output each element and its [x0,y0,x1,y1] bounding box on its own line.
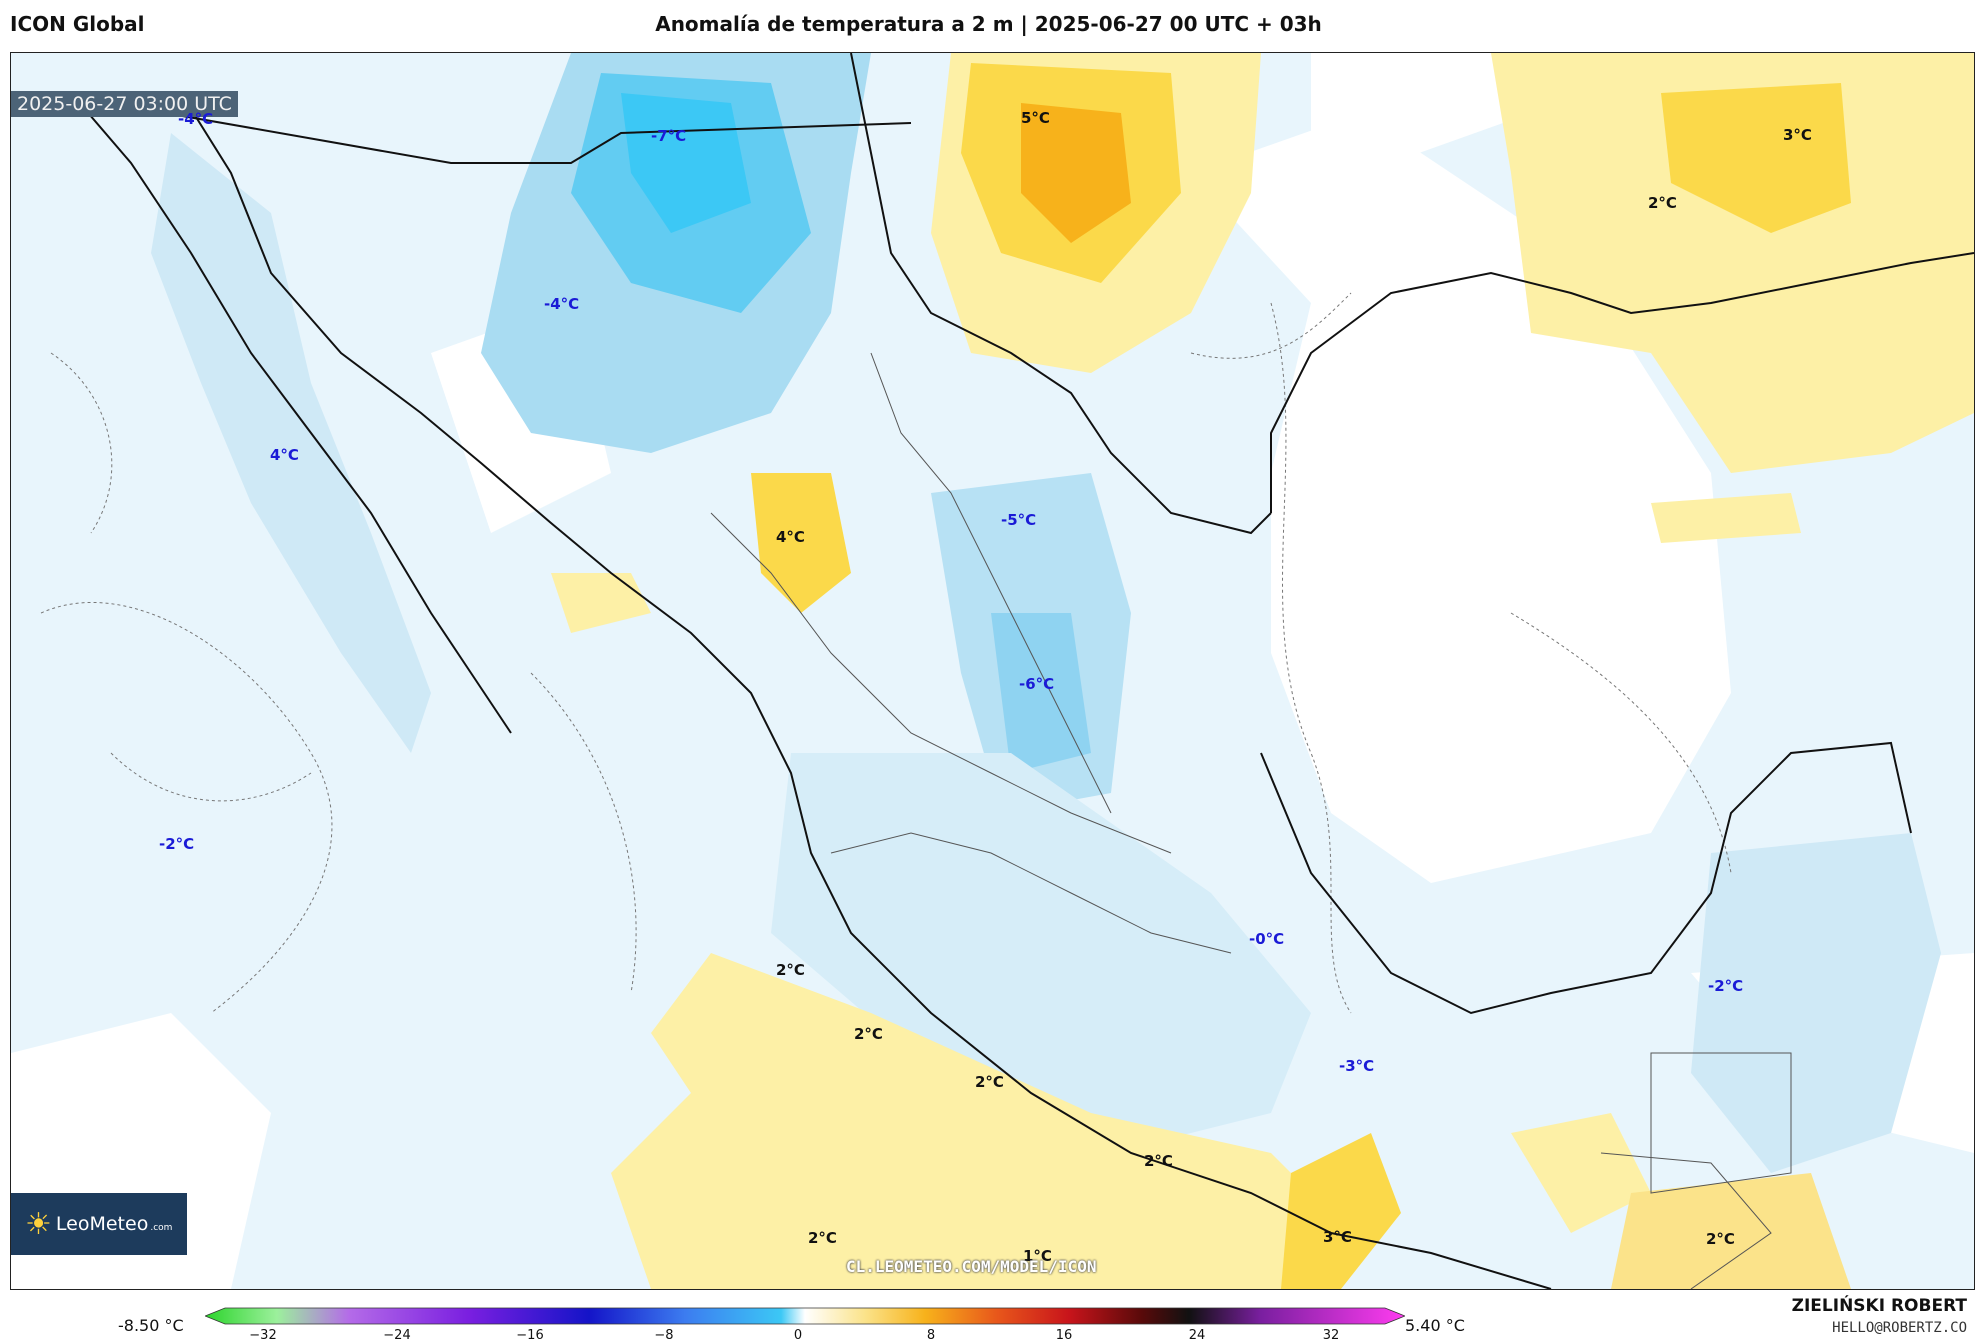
colorbar-max-label: 5.40 °C [1405,1316,1465,1335]
temp-label: -4°C [178,110,214,128]
colorbar-min-label: -8.50 °C [118,1316,184,1335]
colorbar-tick: −16 [516,1328,544,1343]
colorbar-tick: 24 [1188,1328,1206,1343]
colorbar-tick: −8 [654,1328,674,1343]
temp-label: 2°C [776,961,805,979]
author-name: ZIELIŃSKI ROBERT [1791,1296,1967,1316]
colorbar-tick: −32 [249,1328,277,1343]
sun-icon: ☀ [25,1206,52,1242]
colorbar-tick: 0 [793,1328,803,1343]
temp-label: 2°C [854,1025,883,1043]
temp-label: -4°C [544,295,580,313]
temp-label: 3°C [1783,126,1812,144]
valid-time-badge: 2025-06-27 03:00 UTC [11,91,238,117]
temp-label: 3°C [1323,1228,1352,1246]
logo-text: LeoMeteo [55,1213,149,1235]
temp-label: -7°C [651,127,687,145]
colorbar-tick: 32 [1322,1328,1340,1343]
temp-label: -2°C [159,835,195,853]
map-canvas [11,53,1974,1289]
temp-label: -0°C [1249,930,1285,948]
temp-label: 4°C [270,446,299,464]
temp-label: -5°C [1001,511,1037,529]
logo-suffix: .com [150,1223,173,1233]
temp-label: -6°C [1019,675,1055,693]
temp-label: 5°C [1021,109,1050,127]
model-name: ICON Global [10,12,145,36]
colorbar-tick: 8 [926,1328,936,1343]
temp-label: 2°C [1706,1230,1735,1248]
temp-label: 2°C [1144,1152,1173,1170]
colorbar [205,1307,1405,1325]
colorbar-tick: −24 [383,1328,411,1343]
temp-label: 4°C [776,528,805,546]
author-email: HELLO@ROBERTZ.CO [1832,1320,1967,1336]
map-title: Anomalía de temperatura a 2 m | 2025-06-… [655,12,1322,36]
leometeo-logo: ☀ LeoMeteo .com [11,1193,187,1255]
temp-label: 2°C [975,1073,1004,1091]
colorbar-tick: 16 [1055,1328,1073,1343]
source-url: CL.LEOMETEO.COM/MODEL/ICON [846,1257,1097,1276]
temp-label: 1°C [1023,1247,1052,1265]
temperature-anomaly-map[interactable]: 2025-06-27 03:00 UTC -4°C -7°C 5°C 3°C 2… [10,52,1975,1290]
temp-label: 2°C [1648,194,1677,212]
temp-label: 2°C [808,1229,837,1247]
temp-label: -2°C [1708,977,1744,995]
temp-label: -3°C [1339,1057,1375,1075]
